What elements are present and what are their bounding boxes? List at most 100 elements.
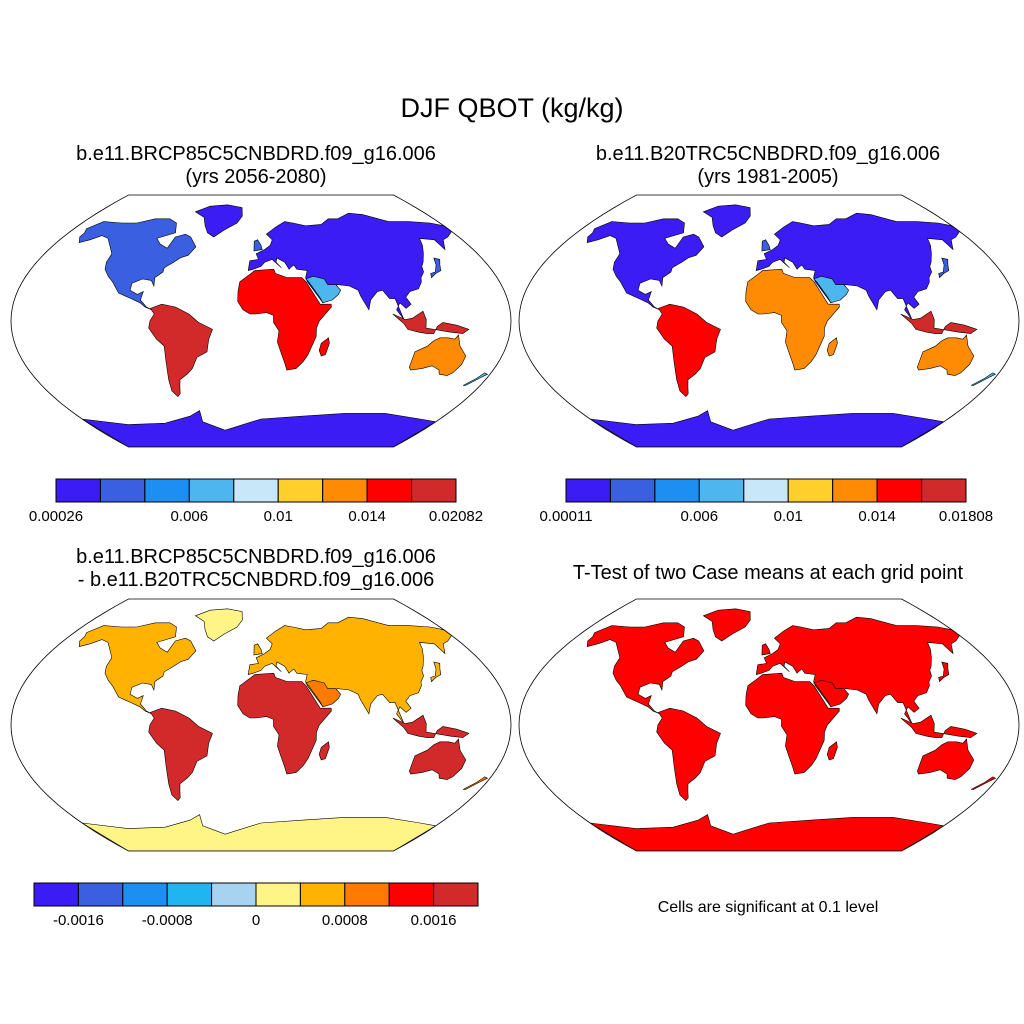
colorbar-box [743, 478, 789, 503]
colorbar-box [166, 882, 213, 907]
antarctica-landmass [589, 814, 945, 851]
europe-asia-landmass [247, 212, 453, 320]
colorbar-tick-label: 0.01808 [938, 508, 994, 525]
australia-landmass [916, 334, 975, 376]
colorbar-tick-label: -0.0016 [52, 912, 104, 929]
colorbar-difference: -0.0016 -0.0008 0 0.0008 0.0016 [0, 882, 512, 932]
panel3-title-line2: - b.e11.B20TRC5CNBDRD.f09_g16.006 [77, 569, 435, 591]
newzealand-landmass [971, 776, 997, 790]
colorbar-tick-label: 0.014 [348, 508, 386, 525]
europe-asia-landmass [755, 212, 961, 320]
south-america-landmass [656, 707, 721, 802]
australia-landmass [916, 738, 975, 780]
colorbar-box [388, 882, 435, 907]
colorbar-future: 0.00026 0.006 0.01 0.014 0.02082 [0, 478, 512, 528]
colorbar-future-labels: 0.00026 0.006 0.01 0.014 0.02082 [0, 508, 512, 528]
africa-landmass [237, 672, 332, 775]
map-panel-historical [518, 194, 1020, 448]
colorbar-tick-label: 0 [251, 912, 261, 929]
greenland-landmass [194, 608, 243, 642]
colorbar-box [344, 882, 390, 907]
arabia-landmass [813, 679, 849, 708]
map-frame [10, 194, 512, 448]
north-america-landmass [78, 622, 197, 715]
uk-landmass [253, 643, 263, 656]
madagascar-landmass [826, 337, 838, 357]
panel3-title-line1: b.e11.BRCP85C5CNBDRD.f09_g16.006 [76, 546, 436, 568]
madagascar-landmass [826, 741, 838, 761]
colorbar-tick-label: 0.0008 [321, 912, 368, 929]
japan-landmass [938, 661, 950, 683]
panel1-title-line2: (yrs 2056-2080) [185, 166, 327, 188]
colorbar-box [299, 882, 346, 907]
map-frame [518, 598, 1020, 852]
japan-landmass [430, 661, 442, 683]
panel2-title-line1: b.e11.B20TRC5CNBDRD.f09_g16.006 [595, 143, 941, 165]
greenland-landmass [702, 204, 751, 238]
colorbar-tick-label: 0.00011 [539, 508, 593, 525]
north-america-landmass [78, 218, 197, 311]
colorbar-tick-label: -0.0008 [141, 912, 193, 929]
africa-landmass [237, 268, 332, 371]
map-frame [518, 194, 1020, 448]
japan-landmass [430, 257, 442, 279]
map-panel-difference [10, 598, 512, 852]
colorbar-box [609, 478, 656, 503]
newzealand-landmass [463, 776, 489, 790]
antarctica-landmass [81, 814, 437, 851]
uk-landmass [761, 239, 771, 252]
colorbar-tick-label: 0.01 [773, 508, 803, 525]
colorbar-tick-label: 0.00026 [28, 508, 84, 525]
panel2-title-line2: (yrs 1981-2005) [697, 166, 839, 188]
figure-title: DJF QBOT (kg/kg) [400, 93, 624, 123]
colorbar-box [921, 478, 967, 503]
borneo-indonesia-landmass [900, 714, 978, 738]
significance-note: Cells are significant at 0.1 level [657, 899, 879, 916]
colorbar-box [411, 478, 457, 503]
madagascar-landmass [318, 741, 330, 761]
japan-landmass [938, 257, 950, 279]
south-america-landmass [148, 707, 213, 802]
south-america-landmass [656, 303, 721, 398]
panel2-title: b.e11.B20TRC5CNBDRD.f09_g16.006 (yrs 198… [512, 143, 1024, 189]
europe-asia-landmass [247, 616, 453, 724]
colorbar-box [144, 478, 190, 503]
colorbar-tick-label: 0.0016 [410, 912, 457, 929]
arabia-landmass [305, 275, 341, 304]
colorbar-tick-label: 0.006 [680, 508, 719, 525]
colorbar-historical-labels: 0.00011 0.006 0.01 0.014 0.01808 [512, 508, 1024, 528]
arabia-landmass [813, 275, 849, 304]
borneo-indonesia-landmass [392, 310, 470, 334]
australia-landmass [408, 334, 467, 376]
antarctica-landmass [589, 410, 945, 447]
north-america-landmass [586, 218, 705, 311]
colorbar-box [122, 882, 168, 907]
colorbar-box [55, 478, 101, 503]
colorbar-box [654, 478, 700, 503]
uk-landmass [761, 643, 771, 656]
colorbar-box [876, 478, 923, 503]
colorbar-box [99, 478, 146, 503]
map-frame [10, 598, 512, 852]
map-panel-future [10, 194, 512, 448]
colorbar-box [188, 478, 235, 503]
africa-landmass [745, 268, 840, 371]
greenland-landmass [194, 204, 243, 238]
colorbar-box [77, 882, 124, 907]
newzealand-landmass [463, 372, 489, 386]
colorbar-historical: 0.00011 0.006 0.01 0.014 0.01808 [512, 478, 1024, 528]
borneo-indonesia-landmass [392, 714, 470, 738]
colorbar-difference-labels: -0.0016 -0.0008 0 0.0008 0.0016 [0, 912, 512, 932]
colorbar-box [233, 478, 279, 503]
colorbar-box [366, 478, 413, 503]
colorbar-tick-label: 0.02082 [428, 508, 484, 525]
europe-asia-landmass [755, 616, 961, 724]
colorbar-box [277, 478, 324, 503]
greenland-landmass [702, 608, 751, 642]
north-america-landmass [586, 622, 705, 715]
uk-landmass [253, 239, 263, 252]
colorbar-box [832, 478, 878, 503]
africa-landmass [745, 672, 840, 775]
colorbar-tick-label: 0.006 [170, 508, 209, 525]
south-america-landmass [148, 303, 213, 398]
